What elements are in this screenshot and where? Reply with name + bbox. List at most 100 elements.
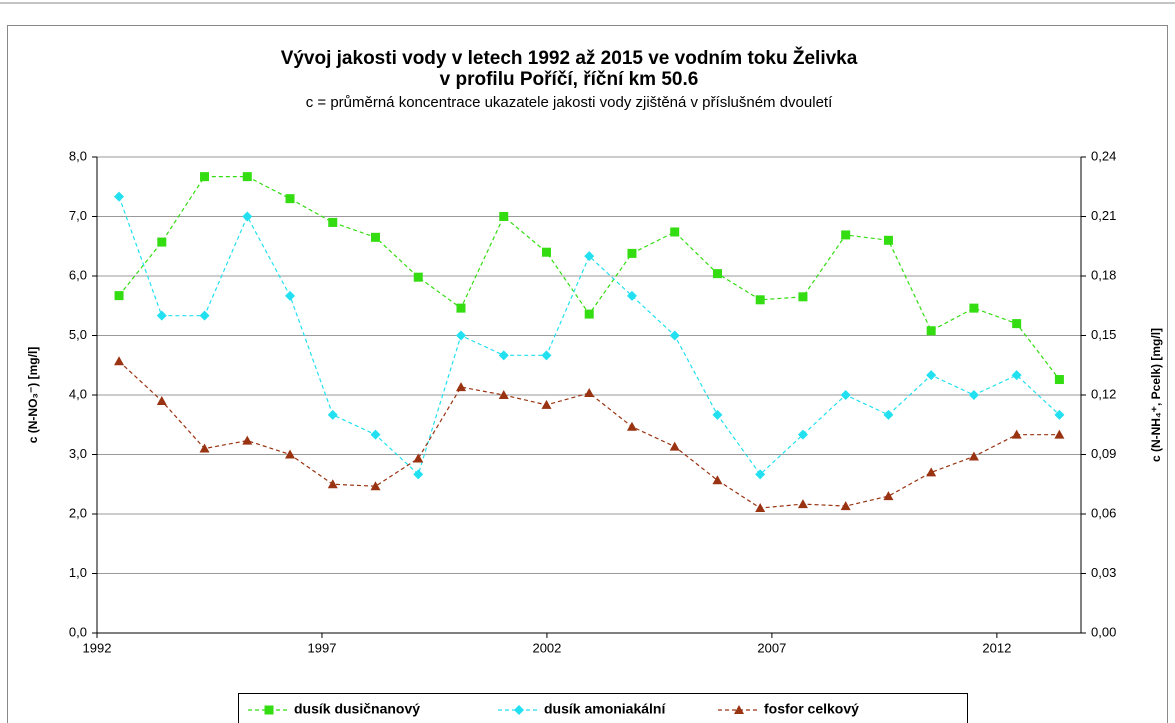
marker — [798, 292, 808, 302]
marker — [926, 467, 937, 477]
series-line — [118, 196, 1060, 476]
marker — [584, 388, 595, 398]
marker — [968, 451, 979, 461]
y2-tick-label: 0,00 — [1091, 624, 1116, 639]
x-tick-label: 2002 — [532, 640, 561, 655]
y2-tick-label: 0,18 — [1091, 267, 1116, 282]
marker — [242, 172, 252, 182]
marker — [670, 227, 680, 237]
marker — [264, 705, 274, 715]
marker — [514, 705, 524, 715]
y-tick-label: 4,0 — [69, 386, 87, 401]
marker — [712, 475, 723, 485]
marker — [114, 191, 125, 202]
marker — [456, 303, 466, 313]
marker — [883, 491, 894, 501]
marker — [883, 409, 894, 420]
marker — [200, 172, 210, 182]
y2-tick-label: 0,21 — [1091, 208, 1116, 223]
marker — [797, 429, 808, 440]
x-tick-label: 1992 — [83, 640, 112, 655]
marker — [285, 449, 296, 459]
marker — [755, 469, 766, 480]
y-axis-label: c (N-NO₃⁻) [mg/l] — [26, 347, 40, 444]
marker — [1011, 370, 1022, 381]
y-tick-label: 7,0 — [69, 208, 87, 223]
marker — [157, 237, 167, 247]
marker — [327, 479, 338, 489]
legend-box — [238, 693, 968, 723]
marker — [455, 382, 466, 392]
marker — [755, 295, 765, 305]
marker — [156, 395, 167, 405]
marker — [156, 310, 167, 321]
marker — [413, 469, 424, 480]
marker — [1011, 429, 1022, 439]
marker — [669, 330, 680, 341]
marker — [584, 309, 594, 319]
marker — [669, 441, 680, 451]
marker — [285, 194, 295, 204]
chart-title-line2: v profilu Poříčí, říční km 50.6 — [440, 69, 699, 90]
y-tick-label: 8,0 — [69, 148, 87, 163]
marker — [199, 310, 210, 321]
chart-title: Vývoj jakosti vody v letech 1992 až 2015… — [281, 47, 858, 69]
y2-tick-label: 0,03 — [1091, 565, 1116, 580]
y2-tick-label: 0,24 — [1091, 148, 1116, 163]
y-tick-label: 3,0 — [69, 446, 87, 461]
marker — [712, 269, 722, 279]
y2-tick-label: 0,09 — [1091, 446, 1116, 461]
marker — [541, 350, 552, 361]
marker — [626, 421, 637, 431]
legend-label: fosfor celkový — [764, 701, 859, 717]
marker — [712, 409, 723, 420]
marker — [242, 435, 253, 445]
marker — [541, 399, 552, 409]
marker — [755, 503, 766, 513]
y-tick-label: 2,0 — [69, 505, 87, 520]
chart-frame — [7, 25, 1168, 723]
marker — [498, 390, 509, 399]
marker — [969, 303, 979, 313]
y2-tick-label: 0,06 — [1091, 505, 1116, 520]
marker — [114, 356, 125, 366]
marker — [541, 247, 551, 257]
y-tick-label: 1,0 — [69, 565, 87, 580]
marker — [1054, 409, 1065, 420]
marker — [455, 330, 466, 341]
marker — [841, 230, 851, 240]
legend-label: dusík amoniakální — [544, 701, 666, 717]
marker — [797, 499, 808, 509]
marker — [328, 217, 338, 227]
y2-tick-label: 0,15 — [1091, 327, 1116, 342]
marker — [840, 501, 851, 511]
y-tick-label: 0,0 — [69, 624, 87, 639]
x-tick-label: 1997 — [308, 640, 337, 655]
x-tick-label: 2007 — [757, 640, 786, 655]
y-tick-label: 5,0 — [69, 327, 87, 342]
marker — [584, 251, 595, 262]
marker — [242, 211, 253, 222]
marker — [371, 232, 381, 242]
x-tick-label: 2012 — [982, 640, 1011, 655]
marker — [370, 429, 381, 440]
marker — [285, 290, 296, 301]
marker — [926, 370, 937, 381]
marker — [413, 453, 424, 463]
marker — [734, 705, 744, 714]
marker — [883, 235, 893, 245]
series-line — [118, 176, 1060, 380]
marker — [370, 481, 381, 491]
marker — [968, 390, 979, 400]
marker — [327, 409, 338, 420]
marker — [926, 326, 936, 336]
marker — [1054, 375, 1064, 385]
marker — [499, 212, 509, 221]
marker — [413, 272, 423, 282]
legend-label: dusík dusičnanový — [294, 701, 420, 717]
marker — [1054, 429, 1065, 439]
marker — [627, 248, 637, 258]
y2-tick-label: 0,12 — [1091, 386, 1116, 401]
